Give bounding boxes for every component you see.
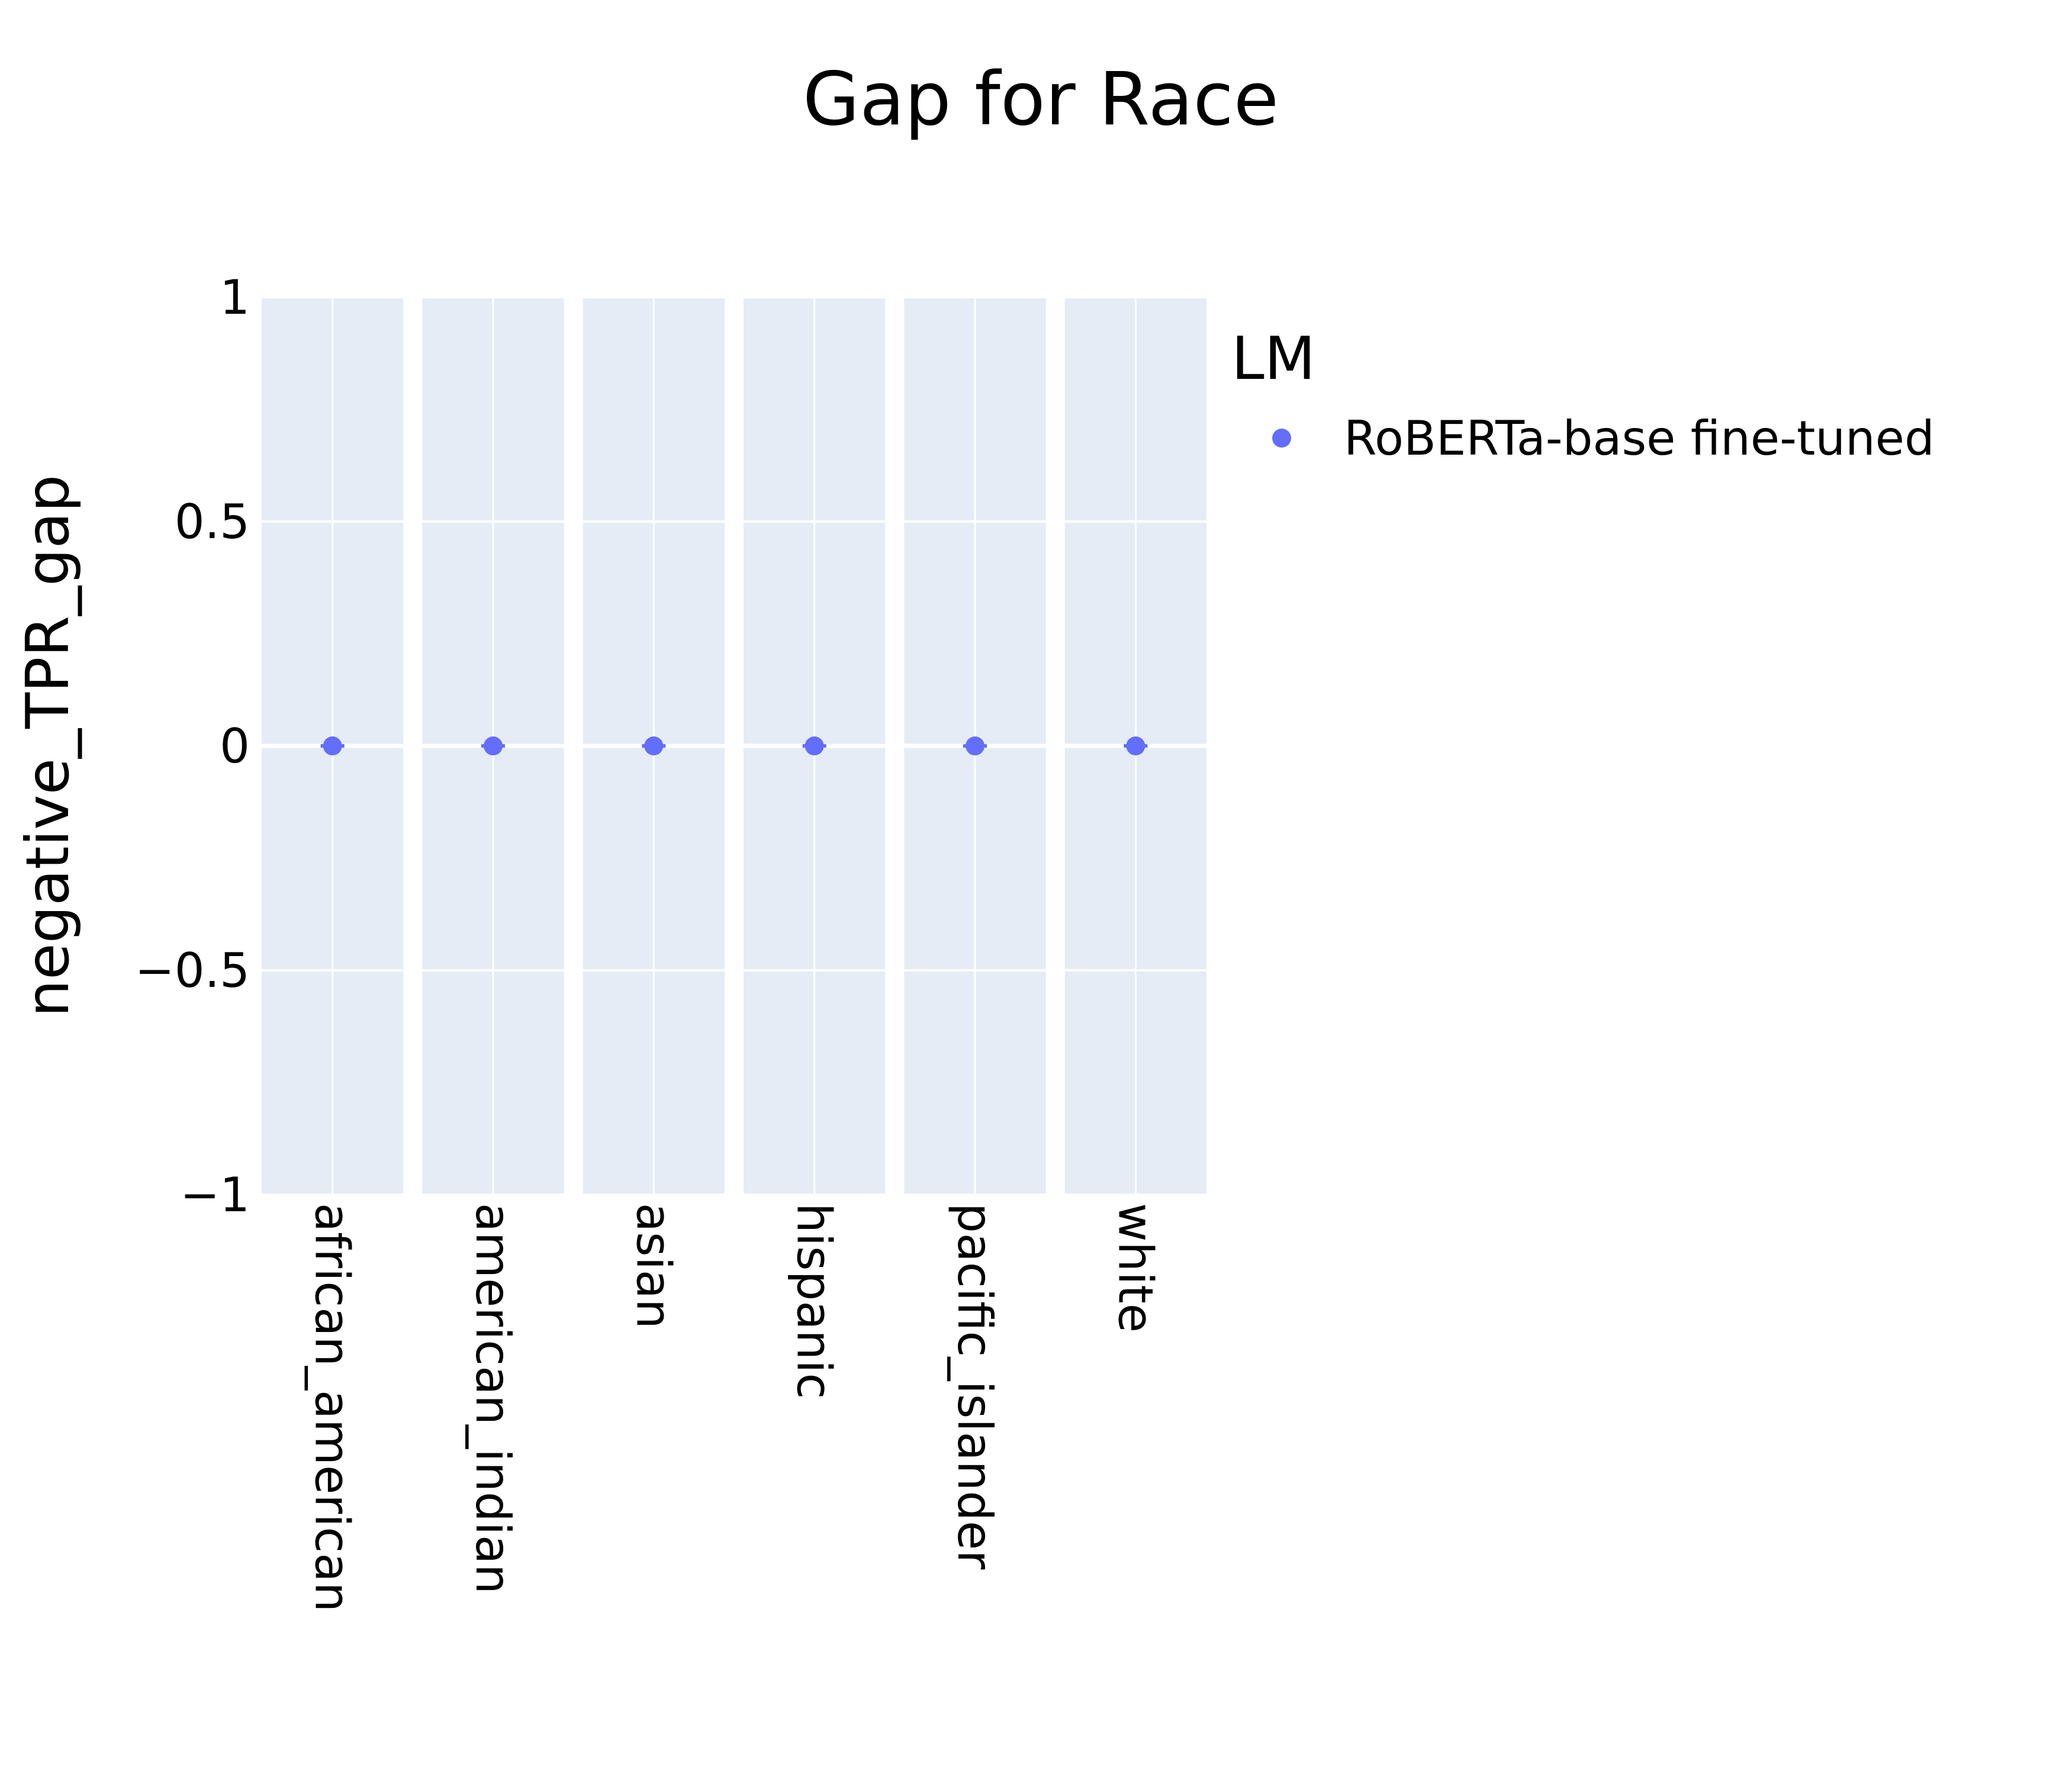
y-axis-title: negative_TPR_gap	[13, 475, 82, 1017]
x-tick-labels: african_american american_indian asian hisp…	[305, 1203, 1163, 1612]
y-tick-labels: 1 0.5 0 −0.5 −1	[135, 270, 250, 1222]
legend[interactable]: LM RoBERTa-base fine-tuned	[1231, 324, 1935, 466]
y-tick-label: −1	[180, 1167, 250, 1222]
chart-title: Gap for Race	[803, 57, 1279, 142]
data-point-white[interactable]	[1126, 736, 1146, 755]
x-tick-label-pacific_islander: pacific_islander	[947, 1203, 1002, 1569]
data-point-hispanic[interactable]	[805, 736, 824, 755]
x-tick-label-asian: asian	[626, 1203, 681, 1329]
y-tick-label: −0.5	[135, 943, 250, 998]
data-points	[320, 736, 1148, 755]
x-tick-label-american_indian: american_indian	[465, 1203, 520, 1594]
y-tick-label: 1	[220, 270, 250, 325]
y-tick-label: 0	[220, 719, 250, 774]
y-tick-label: 0.5	[175, 494, 250, 549]
x-tick-label-white: white	[1108, 1203, 1163, 1333]
data-point-pacific_islander[interactable]	[966, 736, 984, 755]
data-point-american_indian[interactable]	[484, 736, 503, 755]
legend-title: LM	[1231, 324, 1315, 393]
x-tick-label-hispanic: hispanic	[787, 1203, 842, 1399]
x-tick-label-african_american: african_american	[305, 1203, 360, 1612]
y-gridlines	[262, 296, 1206, 1196]
legend-marker[interactable]	[1272, 429, 1291, 448]
data-point-african_american[interactable]	[323, 736, 342, 755]
legend-item-label[interactable]: RoBERTa-base fine-tuned	[1344, 411, 1935, 466]
legend-items: RoBERTa-base fine-tuned	[1272, 411, 1935, 466]
data-point-asian[interactable]	[644, 736, 664, 755]
facet-panels	[262, 297, 1206, 1195]
